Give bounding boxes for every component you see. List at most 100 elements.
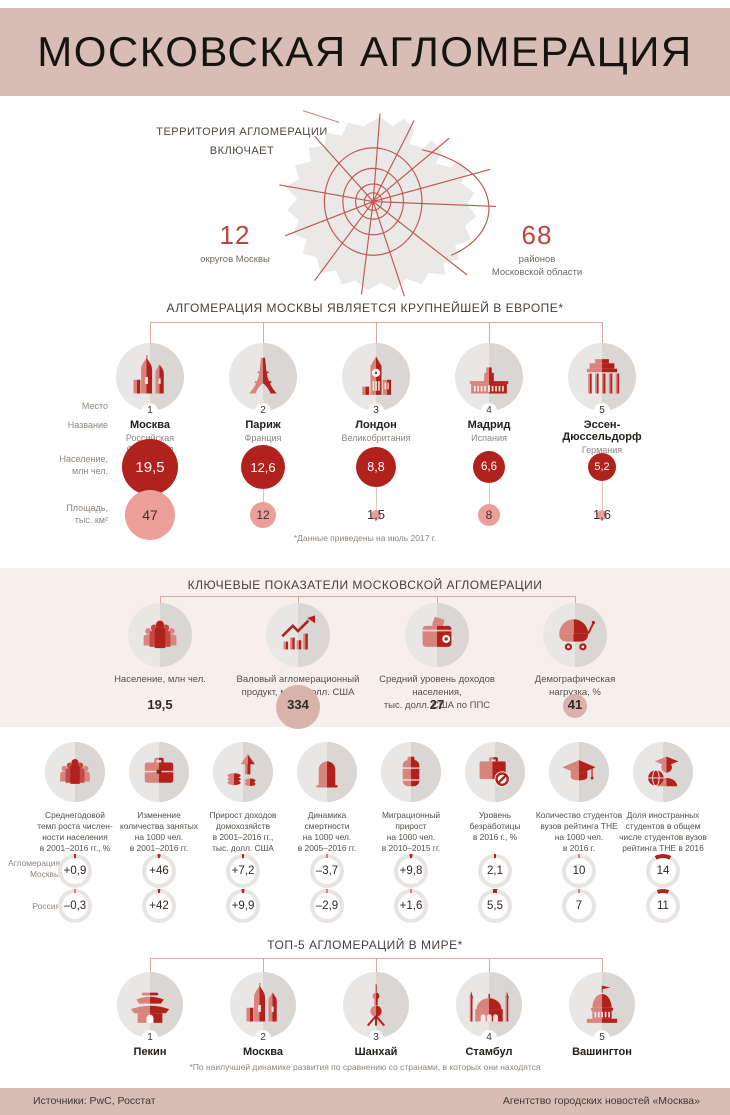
metric-label: Динамика смертности на 1000 чел. в 2005–…: [297, 810, 357, 854]
europe-city-moscow: 1 Москва Российская Федерация 19,5 47: [94, 322, 206, 540]
districts-count: 12: [219, 220, 251, 250]
city-name: Лондон: [355, 419, 397, 431]
header-band: МОСКОВСКАЯ АГЛОМЕРАЦИЯ: [0, 8, 730, 96]
row-label-population: Население, млн чел.: [59, 454, 108, 476]
rank-badge: 2: [255, 1030, 271, 1046]
city-name: Москва: [129, 419, 171, 431]
world-city-istanbul: 4 Стамбул: [433, 958, 545, 1058]
city-disc: [229, 343, 297, 411]
area-dot: [371, 510, 381, 520]
city-name: Мадрид: [467, 419, 511, 431]
metric-migration: Миграционный прирост на 1000 чел. в 2010…: [366, 742, 456, 923]
city-name: Стамбул: [465, 1046, 513, 1058]
raions-count: 68: [521, 220, 553, 250]
gauge-moscow: +7,2: [226, 854, 260, 888]
ki-label: Демографическая нагрузка, %: [534, 674, 616, 698]
row-label-area: Площадь, тыс. км²: [66, 503, 108, 525]
population-circle: 19,5: [122, 439, 178, 495]
people-group-icon: [139, 614, 181, 656]
metric-mortality: Динамика смертности на 1000 чел. в 2005–…: [282, 742, 372, 923]
metric-label: Уровень безработицы в 2016 г., %: [469, 810, 521, 843]
briefcase-icon: [140, 753, 178, 791]
metric-label: Среднегодовой темп роста числен- ности н…: [37, 810, 113, 854]
value-bubble: [563, 694, 587, 718]
tombstone-icon: [308, 753, 346, 791]
moscow-region-map: [279, 113, 497, 297]
wallet-icon: [416, 614, 458, 656]
metric-label: Изменение количества занятых на 1000 чел…: [120, 810, 198, 854]
gauge-moscow: 14: [646, 854, 680, 888]
city-country: Германия: [581, 445, 623, 455]
area-circle: 12: [250, 502, 276, 528]
city-name: Шанхай: [354, 1046, 398, 1058]
rank-badge: 4: [481, 1030, 497, 1046]
metric-label: Количество студентов вузов рейтинга THE …: [535, 810, 623, 854]
growth-chart-icon: [277, 614, 319, 656]
gauge-moscow: +9,8: [394, 854, 428, 888]
travel-bag-icon: [392, 753, 430, 791]
value-bubble: [276, 685, 320, 729]
ki-value: 41: [567, 697, 583, 712]
city-disc: [116, 343, 184, 411]
rank-badge: 1: [142, 1030, 158, 1046]
key-indicators-title: КЛЮЧЕВЫЕ ПОКАЗАТЕЛИ МОСКОВСКОЙ АГЛОМЕРАЦ…: [187, 578, 543, 592]
population-circle: 5,2: [588, 453, 616, 481]
coins-up-arrow-icon: [224, 753, 262, 791]
metric-label: Миграционный прирост на 1000 чел. в 2010…: [381, 810, 441, 854]
row-label-russia: Россия: [32, 901, 60, 911]
area-value: 1,5: [366, 507, 386, 522]
gauge-russia: 11: [646, 889, 680, 923]
gauge-moscow: 2,1: [478, 854, 512, 888]
ki-value: 334: [287, 697, 309, 712]
ki-income: Средний уровень доходов населения, тыс. …: [362, 595, 512, 712]
europe-section-title: АЛГОМЕРАЦИЯ МОСКВЫ ЯВЛЯЕТСЯ КРУПНЕЙШЕЙ В…: [166, 301, 564, 315]
ki-label: Средний уровень доходов населения, тыс. …: [379, 674, 495, 711]
mosque-icon: [467, 983, 511, 1027]
europe-footnote: *Данные приведены на июль 2017 г.: [293, 533, 437, 543]
gauge-russia: +9,9: [226, 889, 260, 923]
world-city-beijing: 1 Пекин: [94, 958, 206, 1058]
ki-demographic: Демографическая нагрузка, % 41: [500, 595, 650, 718]
city-name: Москва: [242, 1046, 284, 1058]
agency-text: Агентство городских новостей «Москва»: [502, 1095, 700, 1107]
gauge-moscow: +46: [142, 854, 176, 888]
ki-population: Население, млн чел. 19,5: [85, 595, 235, 712]
moscow-cathedral-icon: [128, 355, 172, 399]
world-city-shanghai: 3 Шанхай: [320, 958, 432, 1058]
europe-city-london: 3 Лондон Великобритания 8,8 1,5: [320, 322, 432, 522]
metric-label: Прирост доходов домохозяйств в 2001–2016…: [209, 810, 277, 854]
graduation-cap-icon: [560, 753, 598, 791]
gauge-russia: 7: [562, 889, 596, 923]
rank-badge: 2: [255, 403, 271, 419]
shanghai-tower-icon: [354, 983, 398, 1027]
pram-icon: [554, 614, 596, 656]
city-disc: [342, 343, 410, 411]
area-value: 1,6: [592, 507, 612, 522]
area-dot: [597, 510, 607, 520]
metric-students: Количество студентов вузов рейтинга THE …: [534, 742, 624, 923]
key-indicators-bracket-line: [160, 596, 575, 597]
city-country: Франция: [244, 433, 282, 443]
raions-label: районов Московской области: [491, 254, 583, 278]
page-title: МОСКОВСКАЯ АГЛОМЕРАЦИЯ: [37, 28, 693, 75]
row-label-name: Название: [67, 420, 108, 430]
gauge-moscow: +0,9: [58, 854, 92, 888]
city-disc: [568, 343, 636, 411]
city-name: Вашингтон: [572, 1046, 632, 1058]
beijing-gate-icon: [128, 983, 172, 1027]
europe-city-paris: 2 Париж Франция 12,6 12: [207, 322, 319, 528]
ki-value: 19,5: [147, 697, 173, 712]
big-ben-icon: [354, 355, 398, 399]
footer-band: [0, 1088, 730, 1115]
rank-badge: 5: [594, 403, 610, 419]
area-circle: 47: [125, 490, 175, 540]
ki-label: Население, млн чел.: [114, 674, 206, 685]
gauge-russia: –2,9: [310, 889, 344, 923]
rank-badge: 3: [368, 1030, 384, 1046]
rank-badge: 5: [594, 1030, 610, 1046]
rank-badge: 3: [368, 403, 384, 419]
europe-city-madrid: 4 Мадрид Испания 6,6 8: [433, 322, 545, 526]
city-name: Пекин: [133, 1046, 167, 1058]
metric-foreign-students: Доля иностранных студентов в общем числе…: [618, 742, 708, 923]
